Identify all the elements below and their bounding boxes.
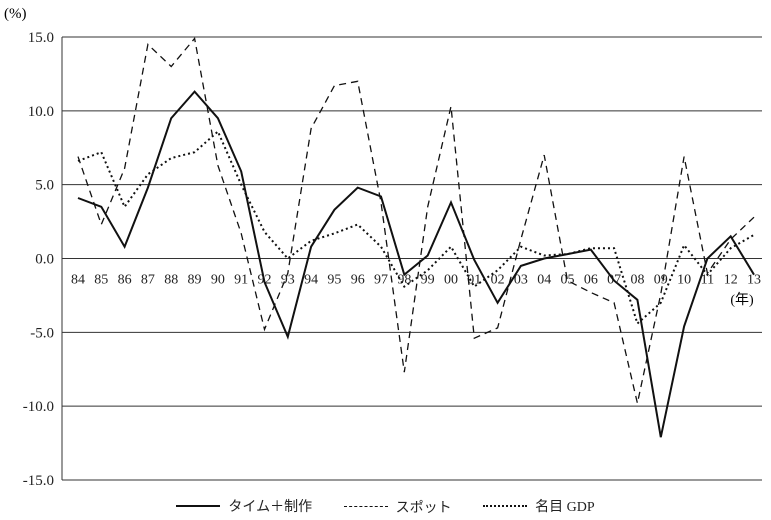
x-tick-label: 01 (467, 273, 481, 288)
x-tick-label: 84 (71, 273, 85, 288)
legend-swatch-dotted (483, 505, 528, 507)
x-tick-label: 96 (351, 273, 365, 288)
line-chart: 15.0 10.0 5.0 0.0 -5.0 -10.0 -15.0 84 85 86 87 88 8… (4, 6, 762, 489)
legend-swatch-dashed (343, 506, 388, 507)
x-tick-label: 95 (327, 273, 341, 288)
x-tick-label: 02 (491, 273, 505, 288)
x-tick-label: 93 (281, 273, 295, 288)
y-tick-label: 10.0 (28, 104, 54, 120)
x-tick-label: 99 (421, 273, 435, 288)
x-tick-label: 88 (164, 273, 178, 288)
x-tick-label: 11 (701, 273, 714, 288)
series-line-0 (77, 90, 755, 438)
x-tick-label: 05 (561, 273, 575, 288)
x-tick-label: 90 (211, 273, 225, 288)
legend-swatch-solid (176, 505, 221, 507)
x-tick-label: 85 (94, 273, 108, 288)
x-tick-label: 03 (514, 273, 528, 288)
y-tick-label: -10.0 (23, 399, 54, 415)
y-unit-label: (%) (4, 6, 27, 22)
x-tick-label: 94 (304, 273, 318, 288)
legend-label-2: 名目 GDP (535, 500, 595, 515)
x-tick-label: 10 (677, 273, 691, 288)
y-tick-label: 15.0 (28, 30, 54, 46)
legend-label-0: タイム＋制作 (228, 500, 313, 515)
x-tick-label: 06 (584, 273, 598, 288)
y-tick-label: 5.0 (35, 178, 54, 194)
x-tick-label: 09 (654, 273, 668, 288)
series-line-2 (77, 129, 755, 326)
x-tick-label: 13 (747, 273, 761, 288)
x-tick-label: 12 (724, 273, 738, 288)
x-tick-label: 91 (234, 273, 248, 288)
x-unit-label: (年) (730, 292, 754, 308)
y-tick-label: 0.0 (35, 252, 54, 268)
y-tick-label: -5.0 (30, 325, 54, 341)
x-tick-label: 89 (188, 273, 202, 288)
legend: タイム＋制作 スポット 名目 GDP (0, 496, 771, 517)
legend-label-1: スポット (395, 500, 452, 516)
x-tick-label: 97 (374, 273, 388, 288)
x-tick-label: 04 (537, 273, 551, 288)
legend-item-1: スポット (343, 497, 452, 517)
x-tick-label: 86 (118, 273, 132, 288)
legend-item-2: 名目 GDP (483, 496, 595, 516)
x-tick-label: 87 (141, 273, 155, 288)
x-tick-label: 00 (444, 273, 458, 288)
x-tick-label: 08 (630, 273, 644, 288)
series-line-1 (77, 37, 755, 404)
y-tick-label: -15.0 (23, 473, 54, 489)
legend-item-0: タイム＋制作 (176, 496, 312, 516)
